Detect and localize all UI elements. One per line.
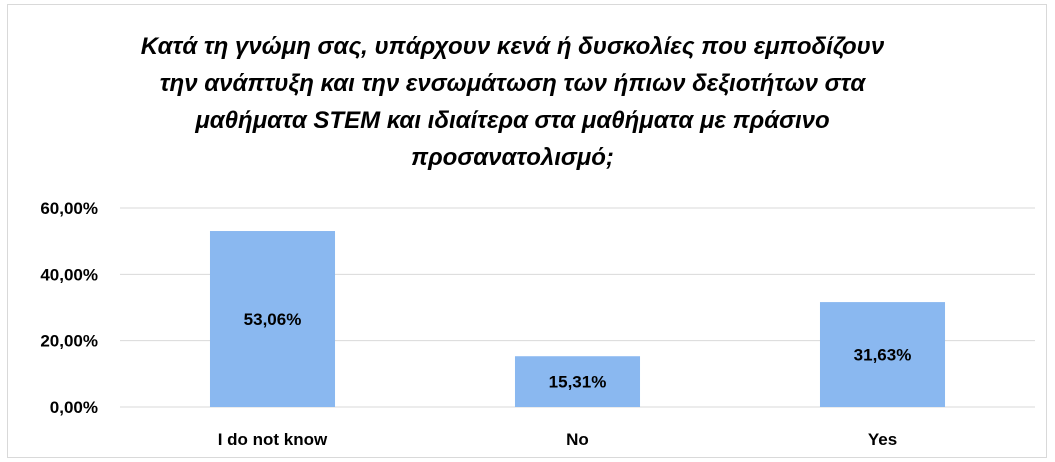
data-label: 53,06% [244, 310, 302, 329]
chart-title-line: μαθήματα STEM και ιδιαίτερα στα μαθήματα… [195, 107, 830, 134]
y-tick-label: 0,00% [50, 398, 98, 417]
y-tick-label: 20,00% [40, 332, 98, 351]
chart-title: Κατά τη γνώμη σας, υπάρχουν κενά ή δυσκο… [50, 28, 975, 176]
bar [514, 356, 641, 407]
x-tick-label: Yes [868, 430, 897, 449]
x-tick-label: I do not know [218, 430, 328, 449]
chart-title-line: Κατά τη γνώμη σας, υπάρχουν κενά ή δυσκο… [140, 33, 885, 60]
data-labels: 53,06% 15,31% 31,63% [244, 310, 912, 392]
y-tick-label: 40,00% [40, 265, 98, 284]
bar [209, 231, 336, 407]
x-tick-label: No [566, 430, 589, 449]
y-tick-label: 60,00% [40, 199, 98, 218]
bars [209, 231, 946, 407]
chart-title-line: την ανάπτυξη και την ενσωμάτωση των ήπιω… [159, 70, 866, 97]
data-label: 31,63% [854, 346, 912, 365]
data-label: 15,31% [549, 373, 607, 392]
chart-title-line: προσανατολισμό; [411, 144, 614, 171]
y-axis: 0,00% 20,00% 40,00% 60,00% [40, 199, 98, 417]
bar [819, 302, 946, 407]
x-axis: I do not know No Yes [218, 430, 897, 449]
